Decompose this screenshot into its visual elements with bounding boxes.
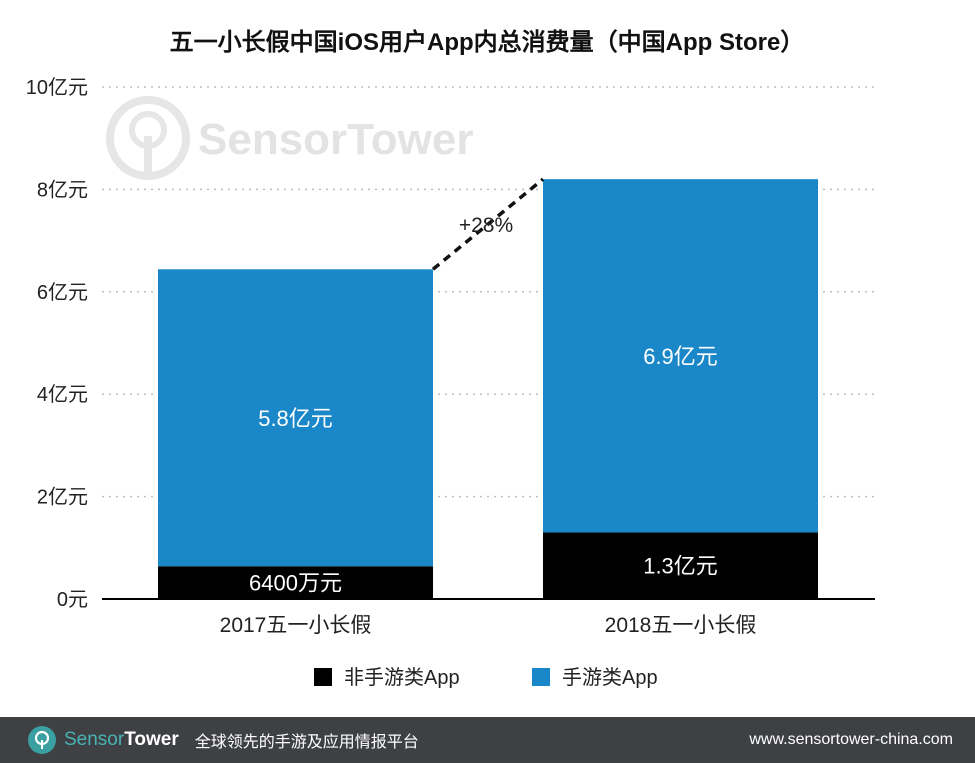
growth-connector-line	[431, 177, 545, 271]
footer-bar: SensorTower 全球领先的手游及应用情报平台 www.sensortow…	[0, 717, 975, 763]
y-tick-label: 2亿元	[37, 486, 88, 509]
chart: 五一小长假中国iOS用户App内总消费量（中国App Store） Sensor…	[26, 28, 875, 689]
chart-title: 五一小长假中国iOS用户App内总消费量（中国App Store）	[170, 28, 805, 56]
y-tick-label: 6亿元	[37, 281, 88, 304]
y-tick-label: 4亿元	[37, 383, 88, 406]
bar-value-label: 6400万元	[249, 571, 342, 596]
bar-value-label: 1.3亿元	[643, 554, 718, 579]
bar-segment	[158, 269, 433, 567]
footer-tagline: 全球领先的手游及应用情报平台	[194, 734, 419, 751]
sensortower-logo-icon	[28, 726, 56, 754]
bars	[158, 179, 818, 599]
labels: 0元 2亿元 4亿元 6亿元 8亿元 10亿元 6400万元 5.8亿元 2017五一小长假 1.…	[26, 76, 757, 637]
x-category-label: 2017五一小长假	[220, 614, 372, 637]
legend-swatch-mobile-game	[532, 668, 550, 686]
growth-annotation: +28%	[459, 214, 513, 237]
bar-segment	[543, 532, 818, 599]
footer-brand-part1: Sensor	[64, 729, 125, 750]
bar-segment	[543, 179, 818, 533]
legend-label-mobile-game: 手游类App	[562, 666, 658, 689]
legend: 非手游类App 手游类App	[314, 666, 658, 689]
bar-segment	[158, 566, 433, 599]
watermark-brand-light: Sensor	[198, 115, 347, 164]
footer-brand: SensorTower	[64, 729, 179, 751]
y-tick-label: 0元	[57, 589, 88, 611]
legend-swatch-non-game	[314, 668, 332, 686]
watermark: SensorTower	[106, 96, 473, 180]
x-category-label: 2018五一小长假	[605, 614, 757, 637]
watermark-brand-dark: Tower	[347, 115, 473, 164]
legend-label-non-game: 非手游类App	[344, 666, 460, 689]
y-tick-label: 8亿元	[37, 178, 88, 201]
watermark-brand: SensorTower	[198, 115, 473, 164]
footer-brand-part2: Tower	[124, 729, 179, 750]
bar-value-label: 5.8亿元	[258, 406, 333, 431]
sensortower-watermark-icon	[106, 96, 190, 180]
bar-value-label: 6.9亿元	[643, 344, 718, 369]
footer-url[interactable]: www.sensortower-china.com	[749, 731, 953, 748]
y-tick-label: 10亿元	[26, 76, 88, 99]
